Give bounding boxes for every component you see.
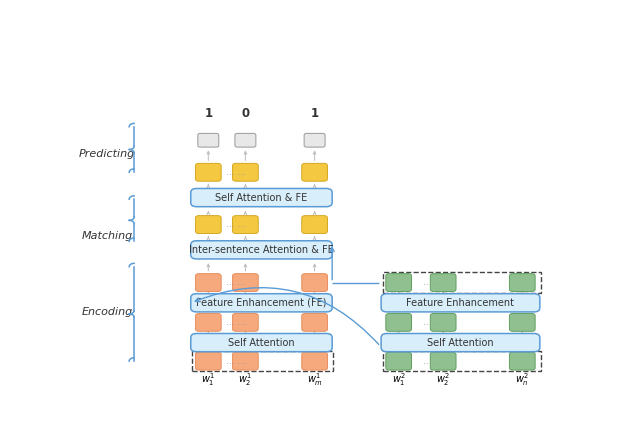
FancyBboxPatch shape <box>195 352 221 370</box>
FancyBboxPatch shape <box>509 314 535 331</box>
FancyBboxPatch shape <box>191 294 332 312</box>
FancyBboxPatch shape <box>302 215 327 233</box>
Text: Predicting: Predicting <box>79 149 135 159</box>
FancyBboxPatch shape <box>302 274 327 292</box>
Text: Encoding: Encoding <box>81 307 133 317</box>
FancyBboxPatch shape <box>232 163 258 181</box>
FancyBboxPatch shape <box>509 274 535 292</box>
FancyBboxPatch shape <box>381 294 540 312</box>
FancyBboxPatch shape <box>302 352 327 370</box>
Text: Self Attention & FE: Self Attention & FE <box>216 193 308 203</box>
FancyBboxPatch shape <box>232 352 258 370</box>
FancyBboxPatch shape <box>198 134 219 147</box>
Text: ... ...: ... ... <box>226 220 246 229</box>
FancyBboxPatch shape <box>195 314 221 331</box>
Text: ... ...: ... ... <box>226 278 246 287</box>
Text: ... ...: ... ... <box>226 168 246 177</box>
Text: ... ...: ... ... <box>423 278 443 287</box>
FancyBboxPatch shape <box>191 188 332 207</box>
FancyBboxPatch shape <box>430 274 456 292</box>
FancyBboxPatch shape <box>386 352 412 370</box>
Text: $w_n^2$: $w_n^2$ <box>516 371 530 388</box>
FancyBboxPatch shape <box>191 241 332 259</box>
Bar <box>193 351 333 371</box>
Text: Matching: Matching <box>81 231 133 241</box>
FancyBboxPatch shape <box>509 352 535 370</box>
Text: 0: 0 <box>241 107 249 120</box>
Text: ... ...: ... ... <box>423 318 443 327</box>
FancyBboxPatch shape <box>195 215 221 233</box>
FancyBboxPatch shape <box>302 314 327 331</box>
Bar <box>383 351 540 371</box>
FancyBboxPatch shape <box>235 134 256 147</box>
FancyArrowPatch shape <box>195 288 379 344</box>
Text: $w_1^1$: $w_1^1$ <box>201 371 216 388</box>
FancyBboxPatch shape <box>381 333 540 352</box>
Text: $w_2^1$: $w_2^1$ <box>239 371 253 388</box>
Text: $w_m^1$: $w_m^1$ <box>307 371 323 388</box>
FancyBboxPatch shape <box>195 163 221 181</box>
FancyBboxPatch shape <box>304 134 325 147</box>
Text: 1: 1 <box>311 107 318 120</box>
Text: Self Attention: Self Attention <box>228 338 295 348</box>
FancyBboxPatch shape <box>195 274 221 292</box>
Text: $w_1^2$: $w_1^2$ <box>392 371 406 388</box>
Text: Feature Enhancement: Feature Enhancement <box>406 298 514 308</box>
FancyBboxPatch shape <box>191 333 332 352</box>
FancyBboxPatch shape <box>386 314 412 331</box>
Bar <box>383 272 540 293</box>
Text: ... ...: ... ... <box>226 318 246 327</box>
FancyBboxPatch shape <box>232 215 258 233</box>
Text: 1: 1 <box>204 107 212 120</box>
Text: Self Attention: Self Attention <box>427 338 494 348</box>
FancyBboxPatch shape <box>232 274 258 292</box>
FancyBboxPatch shape <box>430 314 456 331</box>
FancyBboxPatch shape <box>386 274 412 292</box>
Text: $w_2^2$: $w_2^2$ <box>436 371 450 388</box>
Text: ... ...: ... ... <box>423 357 443 366</box>
Text: Feature Enhancement (FE): Feature Enhancement (FE) <box>197 298 327 308</box>
Text: ... ...: ... ... <box>226 357 246 366</box>
FancyBboxPatch shape <box>430 352 456 370</box>
FancyBboxPatch shape <box>232 314 258 331</box>
FancyBboxPatch shape <box>302 163 327 181</box>
Text: Inter-sentence Attention & FE: Inter-sentence Attention & FE <box>189 245 334 255</box>
